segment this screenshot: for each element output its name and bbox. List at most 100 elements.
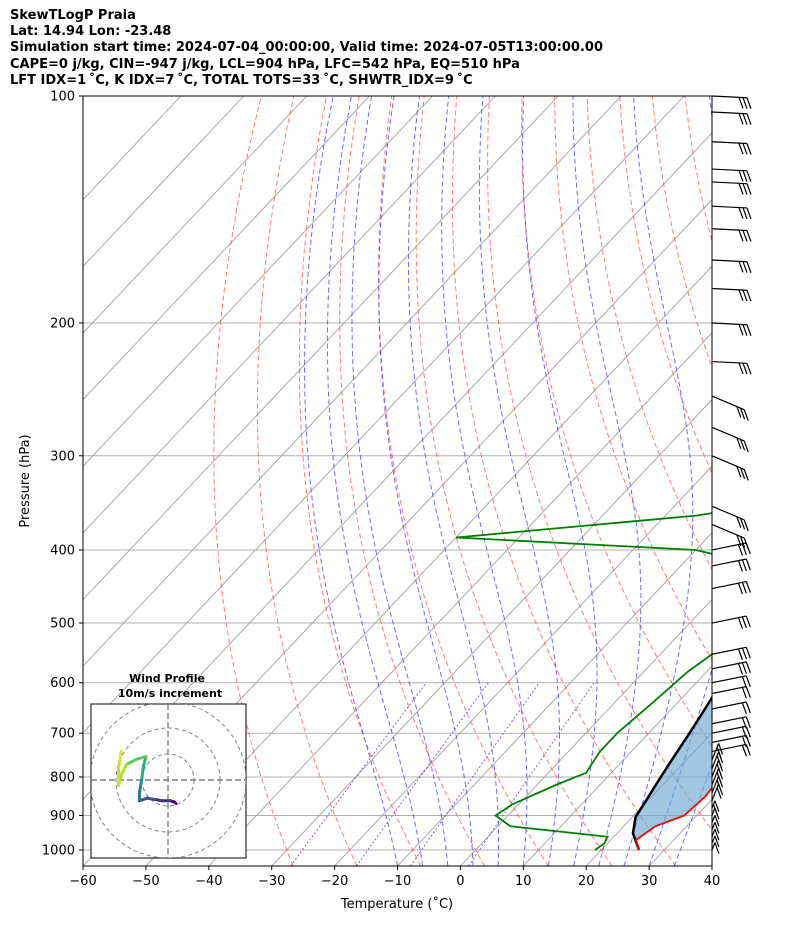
chart-title-block: SkewTLogP Praia Lat: 14.94 Lon: -23.48 S… xyxy=(10,8,603,89)
isotherm xyxy=(145,265,712,866)
hodograph-subtitle: 10m/s increment xyxy=(118,687,222,700)
dry-adiabat xyxy=(750,96,794,866)
hodograph-segment xyxy=(118,749,123,761)
wind-barb xyxy=(711,675,751,688)
temperature-line xyxy=(634,786,712,851)
wind-barb xyxy=(711,228,752,242)
isotherm xyxy=(83,96,685,734)
dry-adiabat xyxy=(213,96,294,866)
wind-barb xyxy=(711,395,749,421)
wind-barb xyxy=(711,168,752,183)
dry-adiabat xyxy=(256,96,358,866)
isotherm xyxy=(397,532,712,866)
dry-adiabat xyxy=(521,96,712,748)
wind-barb xyxy=(711,111,752,125)
wind-barb xyxy=(711,95,752,109)
wind-barb xyxy=(711,558,751,572)
hodograph-segment xyxy=(117,757,122,772)
dry-adiabat xyxy=(378,96,549,866)
dry-adiabat xyxy=(586,96,712,571)
dry-adiabat xyxy=(783,96,794,866)
isotherm xyxy=(271,398,712,866)
isotherm xyxy=(334,465,712,866)
isotherm xyxy=(83,96,496,534)
isotherm xyxy=(522,665,712,866)
wind-barb xyxy=(711,743,751,757)
wind-barb xyxy=(711,287,752,302)
wind-barb xyxy=(711,580,751,595)
wind-barb xyxy=(711,205,752,220)
moist-adiabat xyxy=(478,96,560,866)
y-tick-label: 900 xyxy=(50,809,75,824)
isotherm xyxy=(775,96,794,866)
y-tick-label: 400 xyxy=(50,543,75,558)
wind-barb xyxy=(711,523,749,550)
wind-barb xyxy=(711,716,751,729)
dry-adiabat xyxy=(718,96,794,866)
moist-adiabat xyxy=(623,96,694,866)
axis-layer: −60 −50 −40 −30 −20 −10 0 10 20 30 40 100 200 300 400 5… xyxy=(42,90,720,890)
isotherm xyxy=(83,96,559,601)
wind-barb xyxy=(711,759,724,778)
isotherm xyxy=(208,332,712,866)
wind-barb xyxy=(711,259,752,273)
moist-adiabat xyxy=(673,763,712,866)
wind-barb xyxy=(711,646,751,661)
plot-data-layer xyxy=(456,512,712,851)
dry-adiabat xyxy=(415,96,613,866)
moist-adiabat xyxy=(408,96,499,866)
hodograph-inset: Wind Profile 10m/s increment xyxy=(90,672,247,859)
isotherm xyxy=(711,865,712,866)
hodograph-segment xyxy=(119,762,128,777)
hodograph-segment xyxy=(140,765,145,779)
wind-barb xyxy=(711,615,751,629)
mixing-ratio-line xyxy=(468,682,595,866)
wind-barb xyxy=(711,842,720,854)
stability-indices-label: LFT IDX=1 ˚C, K IDX=7 ˚C, TOTAL TOTS=33 … xyxy=(10,72,473,88)
x-tick-label: 30 xyxy=(641,874,658,889)
wind-barb xyxy=(711,822,720,834)
x-tick-label: −40 xyxy=(195,874,222,889)
wind-barbs xyxy=(711,95,752,854)
location-label: Lat: 14.94 Lon: -23.48 xyxy=(10,24,172,40)
y-tick-label: 1000 xyxy=(42,844,75,859)
wind-barb xyxy=(711,835,720,848)
isotherm xyxy=(83,96,370,401)
wind-barb xyxy=(711,828,720,841)
x-tick-label: −10 xyxy=(384,874,411,889)
dry-adiabat xyxy=(651,96,712,369)
y-tick-label: 100 xyxy=(50,90,75,105)
x-tick-label: −30 xyxy=(258,874,285,889)
y-axis-label: Pressure (hPa) xyxy=(18,434,33,527)
moist-adiabat xyxy=(303,96,398,866)
wind-barb xyxy=(711,322,752,336)
dry-adiabat xyxy=(339,96,485,866)
isotherm xyxy=(83,96,433,467)
x-tick-label: −60 xyxy=(69,874,96,889)
moist-adiabat xyxy=(378,96,474,866)
cape-indices-label: CAPE=0 j/kg, CIN=-947 j/kg, LCL=904 hPa,… xyxy=(10,56,520,72)
wind-barb xyxy=(711,783,724,801)
wind-barb xyxy=(711,426,749,453)
wind-barb xyxy=(711,701,751,715)
y-tick-label: 600 xyxy=(50,676,75,691)
dry-adiabat xyxy=(487,96,712,832)
y-tick-label: 500 xyxy=(50,617,75,632)
wind-barb xyxy=(711,685,751,699)
isotherm xyxy=(83,96,622,667)
plot-grid-layer xyxy=(83,96,794,866)
hodograph-segment xyxy=(141,755,148,769)
dry-adiabat xyxy=(554,96,712,661)
wind-barb xyxy=(711,505,749,532)
y-tick-label: 700 xyxy=(50,727,75,742)
x-tick-label: 40 xyxy=(704,874,721,889)
moist-adiabat xyxy=(351,96,449,866)
wind-barb xyxy=(711,542,751,556)
wind-barb xyxy=(711,743,724,761)
wind-barb xyxy=(711,815,720,827)
wind-barb xyxy=(711,768,724,786)
wind-barb xyxy=(711,800,720,816)
x-tick-label: −50 xyxy=(132,874,159,889)
wind-barb xyxy=(711,360,752,375)
